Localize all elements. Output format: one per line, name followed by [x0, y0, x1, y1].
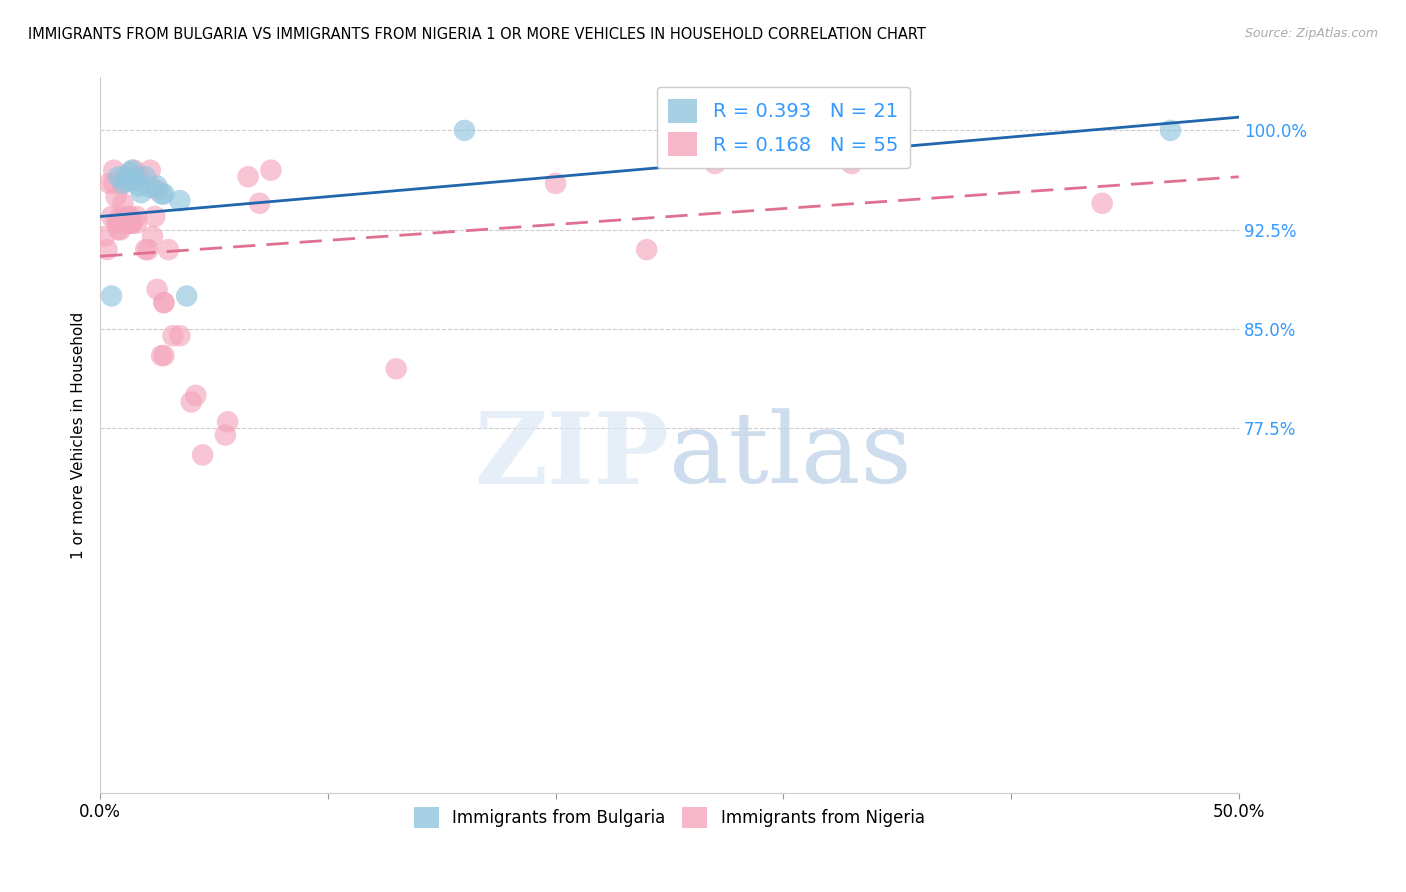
Point	[636, 243, 658, 257]
Point	[128, 169, 150, 184]
Point	[114, 169, 136, 184]
Point	[103, 163, 125, 178]
Point	[544, 177, 567, 191]
Point	[146, 282, 169, 296]
Point	[117, 210, 139, 224]
Point	[153, 186, 176, 201]
Point	[217, 415, 239, 429]
Text: Source: ZipAtlas.com: Source: ZipAtlas.com	[1244, 27, 1378, 40]
Point	[139, 180, 162, 194]
Point	[110, 210, 132, 224]
Point	[110, 223, 132, 237]
Point	[153, 349, 176, 363]
Point	[385, 361, 408, 376]
Point	[118, 166, 141, 180]
Point	[105, 216, 128, 230]
Point	[125, 216, 148, 230]
Point	[121, 216, 143, 230]
Point	[118, 216, 141, 230]
Point	[704, 156, 727, 170]
Text: atlas: atlas	[669, 409, 912, 504]
Point	[111, 196, 134, 211]
Point	[153, 295, 176, 310]
Point	[100, 289, 122, 303]
Text: IMMIGRANTS FROM BULGARIA VS IMMIGRANTS FROM NIGERIA 1 OR MORE VEHICLES IN HOUSEH: IMMIGRANTS FROM BULGARIA VS IMMIGRANTS F…	[28, 27, 927, 42]
Point	[184, 388, 207, 402]
Text: ZIP: ZIP	[475, 408, 669, 505]
Point	[118, 172, 141, 186]
Point	[150, 186, 173, 201]
Point	[146, 183, 169, 197]
Point	[93, 229, 115, 244]
Point	[236, 169, 259, 184]
Point	[214, 428, 236, 442]
Point	[1091, 196, 1114, 211]
Point	[111, 177, 134, 191]
Point	[143, 210, 166, 224]
Point	[110, 216, 132, 230]
Point	[841, 156, 863, 170]
Point	[129, 186, 152, 200]
Point	[125, 210, 148, 224]
Point	[107, 216, 129, 230]
Point	[260, 163, 283, 178]
Point	[169, 194, 191, 208]
Point	[180, 395, 202, 409]
Point	[141, 229, 163, 244]
Point	[117, 174, 139, 188]
Point	[453, 123, 475, 137]
Point	[162, 328, 184, 343]
Point	[169, 328, 191, 343]
Point	[157, 243, 180, 257]
Point	[191, 448, 214, 462]
Point	[111, 177, 134, 191]
Point	[128, 179, 150, 194]
Point	[146, 179, 169, 194]
Point	[98, 177, 121, 191]
Point	[136, 243, 159, 257]
Point	[118, 210, 141, 224]
Point	[125, 174, 148, 188]
Point	[121, 163, 143, 178]
Point	[124, 172, 146, 186]
Y-axis label: 1 or more Vehicles in Household: 1 or more Vehicles in Household	[72, 311, 86, 558]
Point	[117, 216, 139, 230]
Point	[135, 243, 157, 257]
Point	[107, 169, 129, 184]
Point	[107, 223, 129, 237]
Point	[124, 163, 146, 178]
Point	[121, 216, 143, 230]
Point	[139, 163, 162, 178]
Point	[249, 196, 271, 211]
Point	[749, 123, 772, 137]
Point	[135, 169, 157, 184]
Point	[96, 243, 118, 257]
Point	[153, 295, 176, 310]
Point	[1159, 123, 1181, 137]
Point	[105, 189, 128, 203]
Legend: Immigrants from Bulgaria, Immigrants from Nigeria: Immigrants from Bulgaria, Immigrants fro…	[408, 801, 931, 834]
Point	[176, 289, 198, 303]
Point	[150, 349, 173, 363]
Point	[117, 216, 139, 230]
Point	[103, 177, 125, 191]
Point	[100, 210, 122, 224]
